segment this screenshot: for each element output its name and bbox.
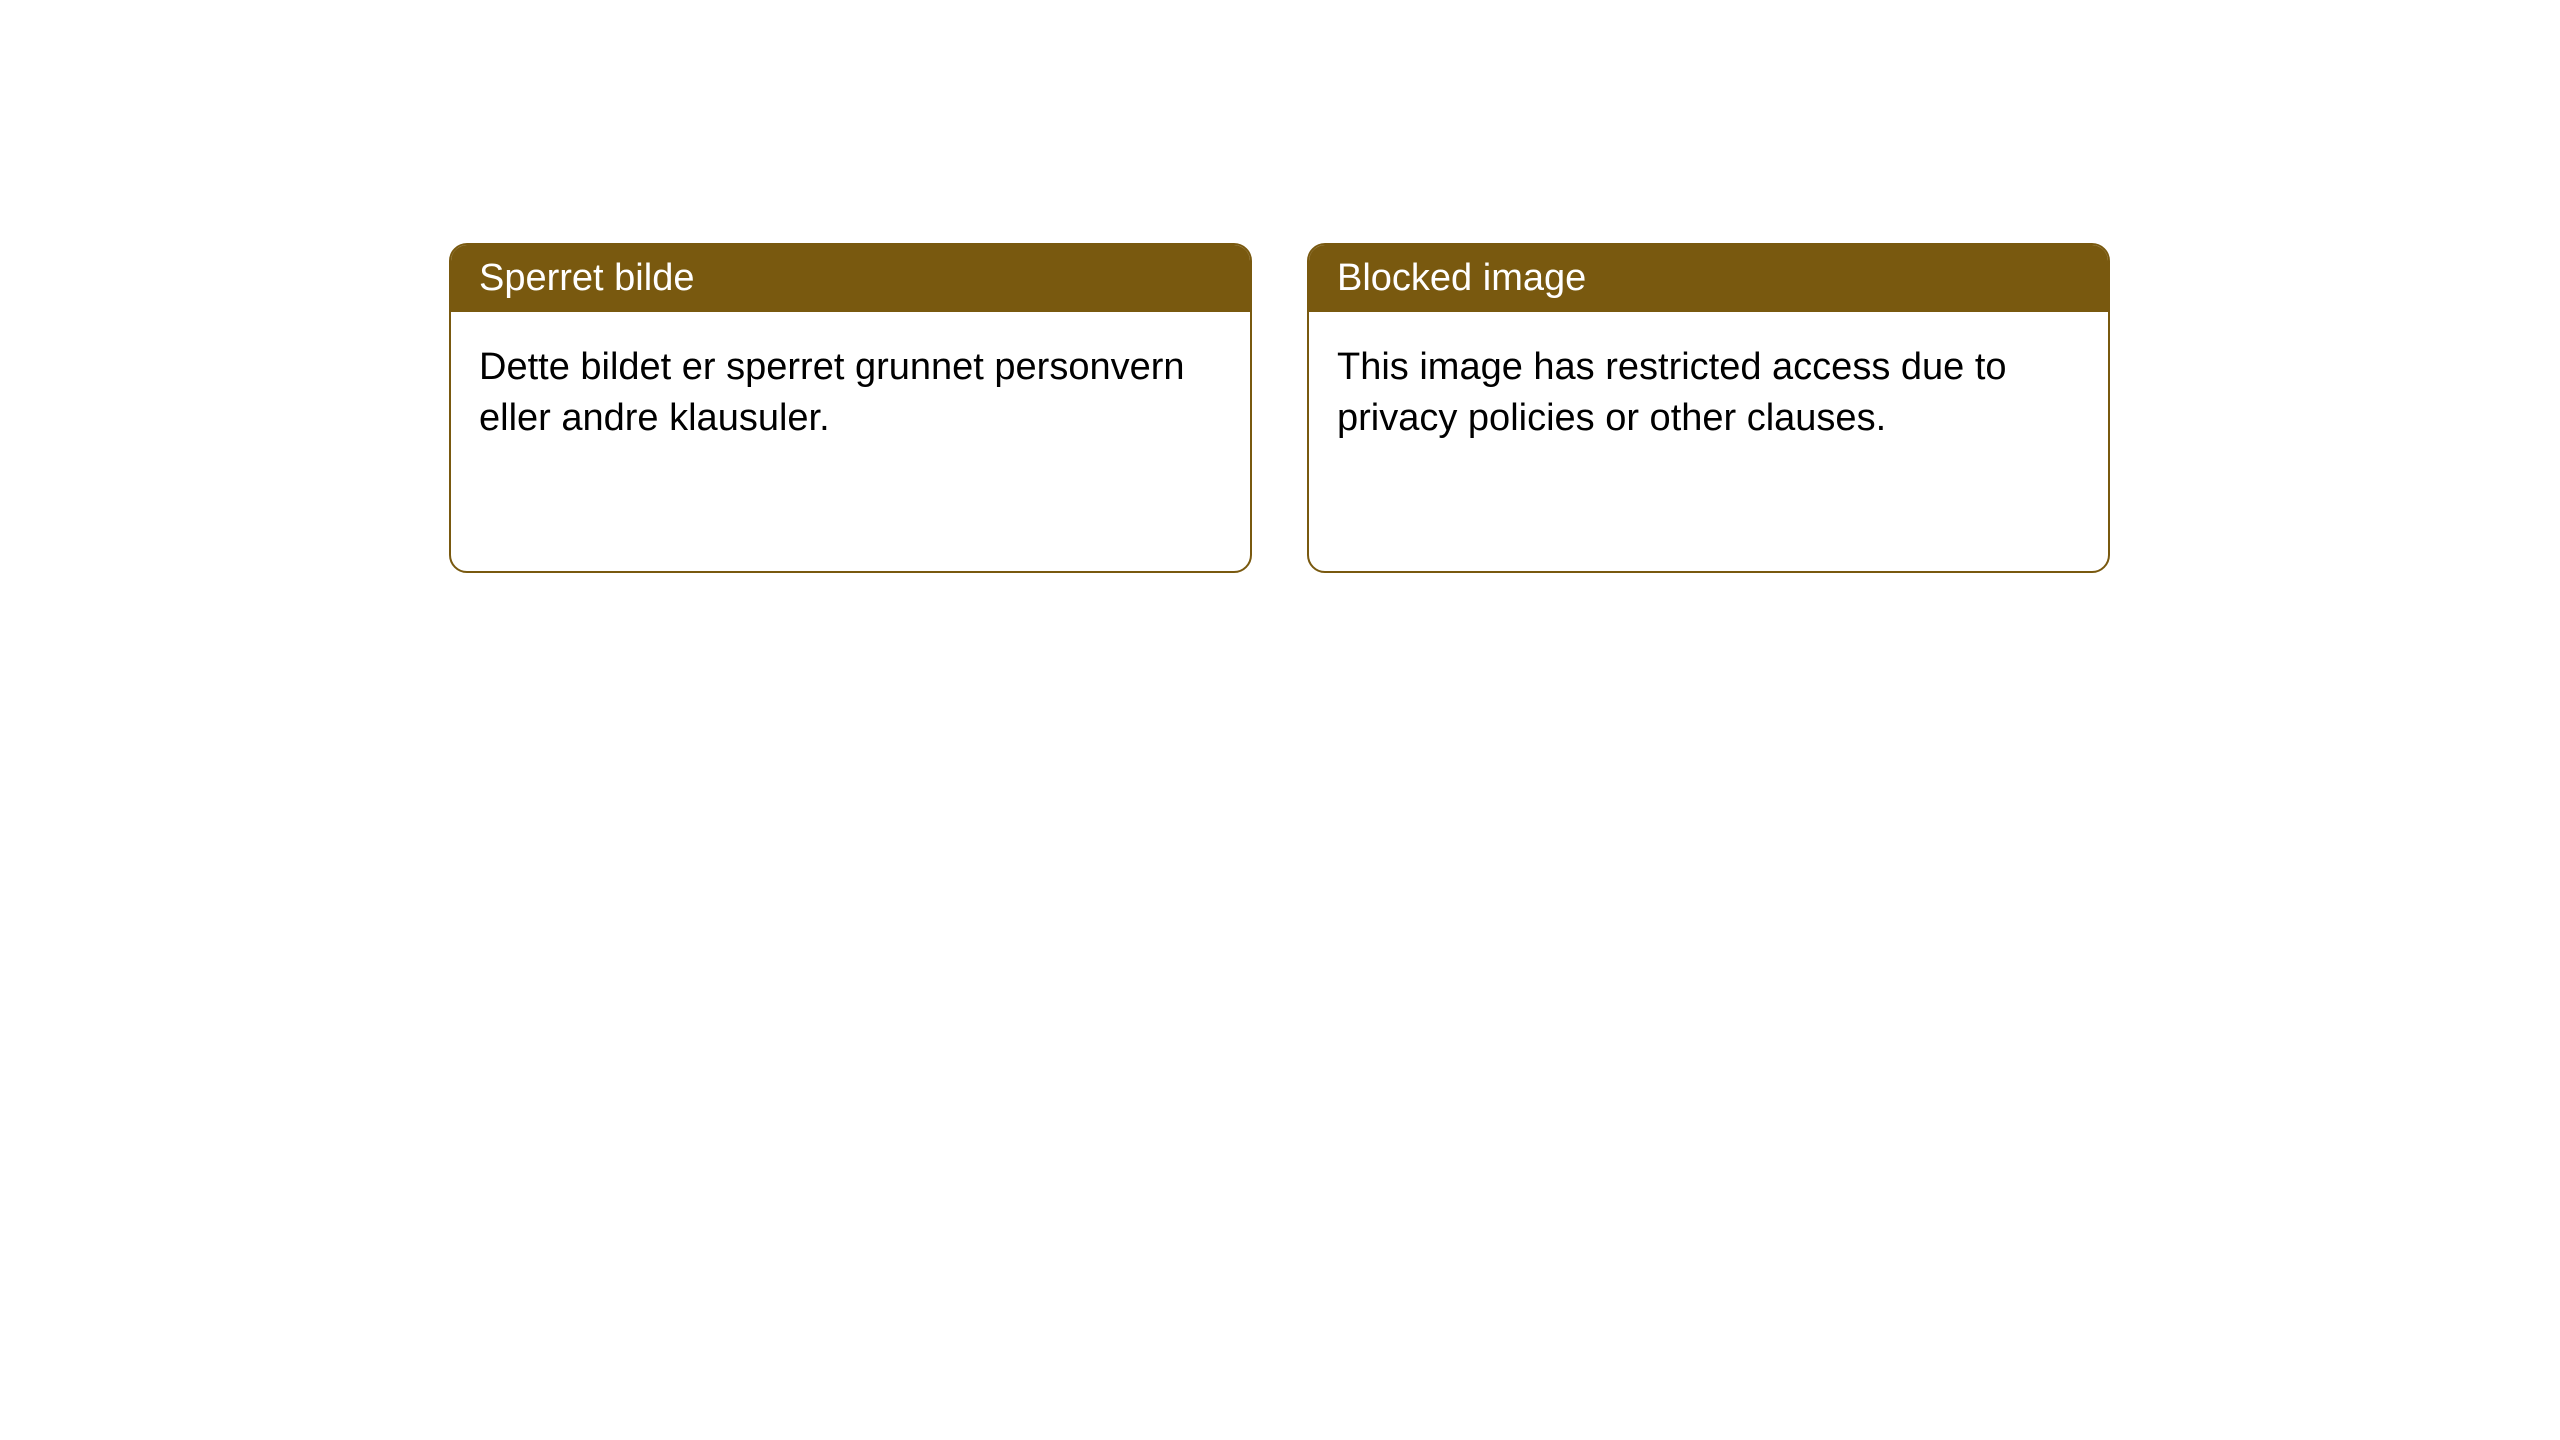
card-header-no: Sperret bilde (451, 245, 1250, 312)
card-header-en: Blocked image (1309, 245, 2108, 312)
blocked-image-cards-container: Sperret bilde Dette bildet er sperret gr… (449, 243, 2110, 573)
card-body-no: Dette bildet er sperret grunnet personve… (451, 312, 1250, 475)
blocked-image-card-no: Sperret bilde Dette bildet er sperret gr… (449, 243, 1252, 573)
blocked-image-card-en: Blocked image This image has restricted … (1307, 243, 2110, 573)
card-body-en: This image has restricted access due to … (1309, 312, 2108, 475)
